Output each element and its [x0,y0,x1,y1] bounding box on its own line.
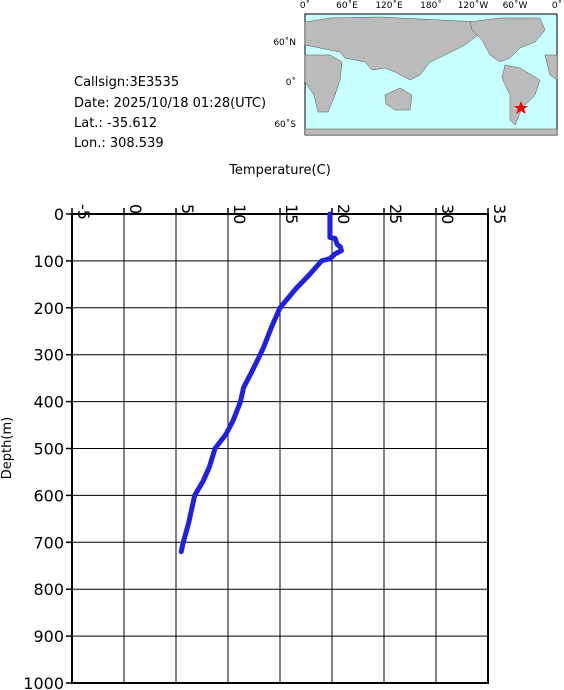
map-lon-label: 60˚E [336,0,358,11]
y-tick-label: 100 [33,252,64,271]
map-lon-label: 0˚ [552,0,562,11]
y-tick-label: 0 [54,205,64,224]
y-tick-label: 600 [33,486,64,505]
y-tick-label: 900 [33,627,64,646]
x-tick-label: 35 [490,204,509,224]
map-lat-label: 60˚N [273,37,296,48]
y-tick-label: 300 [33,346,64,365]
map-lat-label: 60˚S [274,119,296,130]
map-lon-label: 180˚ [420,0,442,11]
eurasia [304,16,481,81]
y-tick-label: 200 [33,299,64,318]
date: Date: 2025/10/18 01:28(UTC) [74,96,266,111]
y-tick-label: 700 [33,533,64,552]
map-lon-label: 60˚W [503,0,528,11]
y-axis-title: Depth(m) [0,417,15,479]
map-lon-label: 120˚W [458,0,489,11]
south-america [501,64,541,126]
latitude: Lat.: -35.612 [74,116,157,131]
map-lat-label: 0˚ [286,77,296,88]
x-tick-label: 0 [126,204,145,214]
north-america [469,17,546,63]
plot-frame [71,213,489,684]
float-position [514,101,528,114]
map-lon-label: 120˚E [375,0,403,11]
profile-line [178,211,344,555]
x-axis-title: Temperature(C) [228,163,331,178]
map-lon-label: 0˚ [300,0,310,11]
callsign: Callsign:3E3535 [74,75,179,90]
y-tick-label: 500 [33,440,64,459]
map-inset [304,13,558,136]
longitude: Lon.: 308.539 [74,136,164,151]
australia [384,87,413,111]
antarctica [304,128,558,136]
africa-west [544,54,558,81]
y-tick-label: 1000 [23,674,64,690]
x-tick-label: -5 [74,204,93,220]
x-tick-label: 5 [178,204,197,214]
y-tick-label: 400 [33,393,64,412]
y-tick-label: 800 [33,580,64,599]
africa [304,54,343,113]
